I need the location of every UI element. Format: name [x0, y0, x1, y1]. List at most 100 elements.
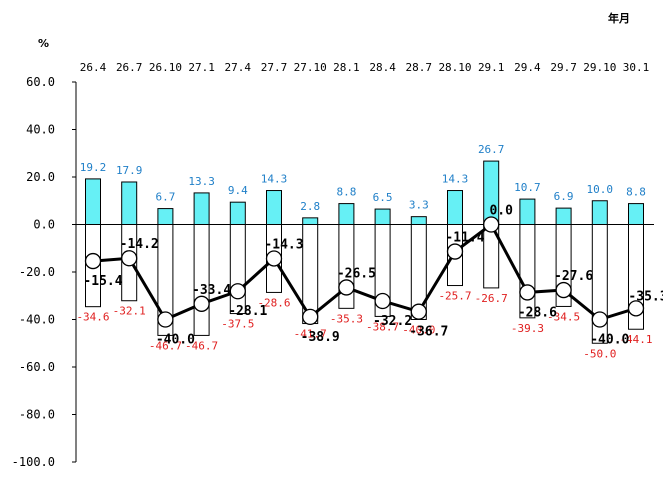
line-point	[302, 308, 319, 326]
positive-bar	[447, 190, 463, 226]
line-point-label: -40.0	[590, 333, 629, 348]
positive-bar-label: 9.4	[228, 184, 248, 197]
positive-bar	[374, 208, 391, 225]
positive-bar-label: 3.3	[409, 199, 429, 212]
x-tick-label: 28.1	[333, 61, 360, 74]
line-series	[92, 222, 637, 322]
line-point	[519, 284, 536, 301]
line-point-label: 0.0	[489, 204, 513, 219]
negative-bar	[229, 224, 246, 315]
positive-bar-label: 26.7	[478, 143, 505, 156]
x-tick-label: 30.1	[623, 61, 650, 74]
negative-bar-label: -32.1	[113, 305, 146, 318]
positive-bar	[555, 207, 572, 226]
positive-bar-label: 10.7	[514, 181, 541, 194]
positive-bar	[193, 192, 210, 226]
negative-bar-label: -28.6	[257, 296, 290, 309]
line-point	[229, 283, 246, 300]
positive-bar	[229, 201, 246, 226]
positive-bar-label: 6.5	[373, 191, 393, 204]
line-point	[84, 252, 102, 270]
positive-bar-label: 10.0	[587, 183, 614, 196]
line-point	[338, 279, 355, 296]
line-point-label: -15.4	[83, 274, 122, 289]
line-point	[157, 311, 174, 328]
line-point	[374, 292, 391, 310]
line-point-label: -14.2	[120, 237, 159, 252]
line-point	[446, 243, 464, 260]
line-point-label: -27.6	[554, 269, 593, 284]
negative-bar-label: -44.1	[619, 333, 652, 346]
y-tick-label: -40.0	[19, 313, 55, 327]
axes-group: 60.0 40.0 20.0 0.0 -20.0 -40.0 -60.0 -80.0 -100.…	[12, 61, 654, 469]
positive-bar	[157, 208, 174, 225]
y-tick-label: -60.0	[19, 360, 55, 374]
y-tick-label: 60.0	[26, 75, 55, 89]
line-point	[627, 300, 645, 317]
negative-bar-label: -35.3	[330, 312, 363, 325]
negative-bar-label: -41.7	[294, 328, 327, 341]
x-tick-label: 29.4	[514, 61, 541, 74]
negative-bar-label: -40.0	[402, 324, 435, 337]
positive-bar-label: 17.9	[116, 164, 143, 177]
x-tick-label: 27.4	[225, 61, 252, 74]
positive-bar-label: 8.8	[626, 186, 646, 199]
line-point-label: -36.7	[409, 325, 448, 340]
negative-bar-label: -46.7	[149, 339, 182, 352]
positive-bar	[266, 190, 282, 226]
line-point-label: -32.2	[373, 314, 412, 329]
negative-bar-label: -46.7	[185, 339, 218, 352]
line-point	[121, 250, 138, 267]
line-point-label: -33.4	[192, 283, 231, 298]
x-tick-label: 26.10	[149, 61, 182, 74]
x-tick-label: 27.7	[261, 61, 288, 74]
positive-bar-label: 2.8	[300, 200, 320, 213]
line-point-label: -28.6	[518, 305, 557, 320]
positive-bar	[410, 216, 427, 226]
y-tick-label: -80.0	[19, 408, 55, 422]
positive-bar-label: 14.3	[261, 173, 288, 186]
positive-bar-label: 6.9	[554, 190, 574, 203]
positive-bar	[85, 178, 101, 225]
x-tick-label: 28.10	[438, 61, 471, 74]
y-tick-label: 0.0	[33, 218, 55, 232]
x-tick-label: 27.1	[188, 61, 215, 74]
x-tick-label: 29.7	[550, 61, 577, 74]
line-group	[84, 216, 645, 328]
line-point	[410, 303, 427, 320]
positive-bar-label: 19.2	[80, 161, 107, 174]
positive-bar	[591, 200, 608, 225]
negative-bar	[374, 224, 391, 317]
negative-bar-label: -37.5	[221, 318, 254, 331]
positive-bar	[302, 217, 319, 226]
negative-bar-label: -38.7	[366, 320, 399, 333]
positive-bar	[519, 198, 536, 225]
negative-bar-label: -26.7	[475, 292, 508, 305]
negative-bar-label: -39.3	[511, 322, 544, 335]
x-tick-label: 29.10	[583, 61, 616, 74]
line-point	[555, 281, 572, 299]
negative-bar-label: -50.0	[583, 347, 616, 360]
x-unit-label: 年月	[608, 11, 630, 25]
positive-bar	[628, 203, 644, 226]
negative-bar	[519, 224, 536, 319]
line-point-label: -11.4	[445, 231, 484, 246]
positive-bar-label: 13.3	[188, 175, 215, 188]
labels-group: 19.2 17.9 6.7 13.3 9.4 14.3 2.8 8.8 6.5 3.3 14.3 26…	[76, 143, 663, 360]
y-tick-label: -100.0	[12, 455, 55, 469]
positive-bar-label: 8.8	[336, 186, 356, 199]
negative-bar-label: -25.7	[438, 290, 471, 303]
y-tick-label: 40.0	[26, 123, 55, 137]
line-point-label: -35.3	[628, 289, 663, 304]
x-tick-label: 27.10	[294, 61, 327, 74]
line-point-label: -40.0	[156, 333, 195, 348]
x-tick-label: 29.1	[478, 61, 505, 74]
positive-bar	[338, 203, 355, 226]
negative-bar-label: -34.5	[547, 310, 580, 323]
y-unit-label: %	[38, 37, 49, 50]
line-point-label: -14.3	[264, 237, 303, 252]
line-point-label: -28.1	[228, 304, 267, 319]
line-point-label: -26.5	[337, 266, 376, 281]
